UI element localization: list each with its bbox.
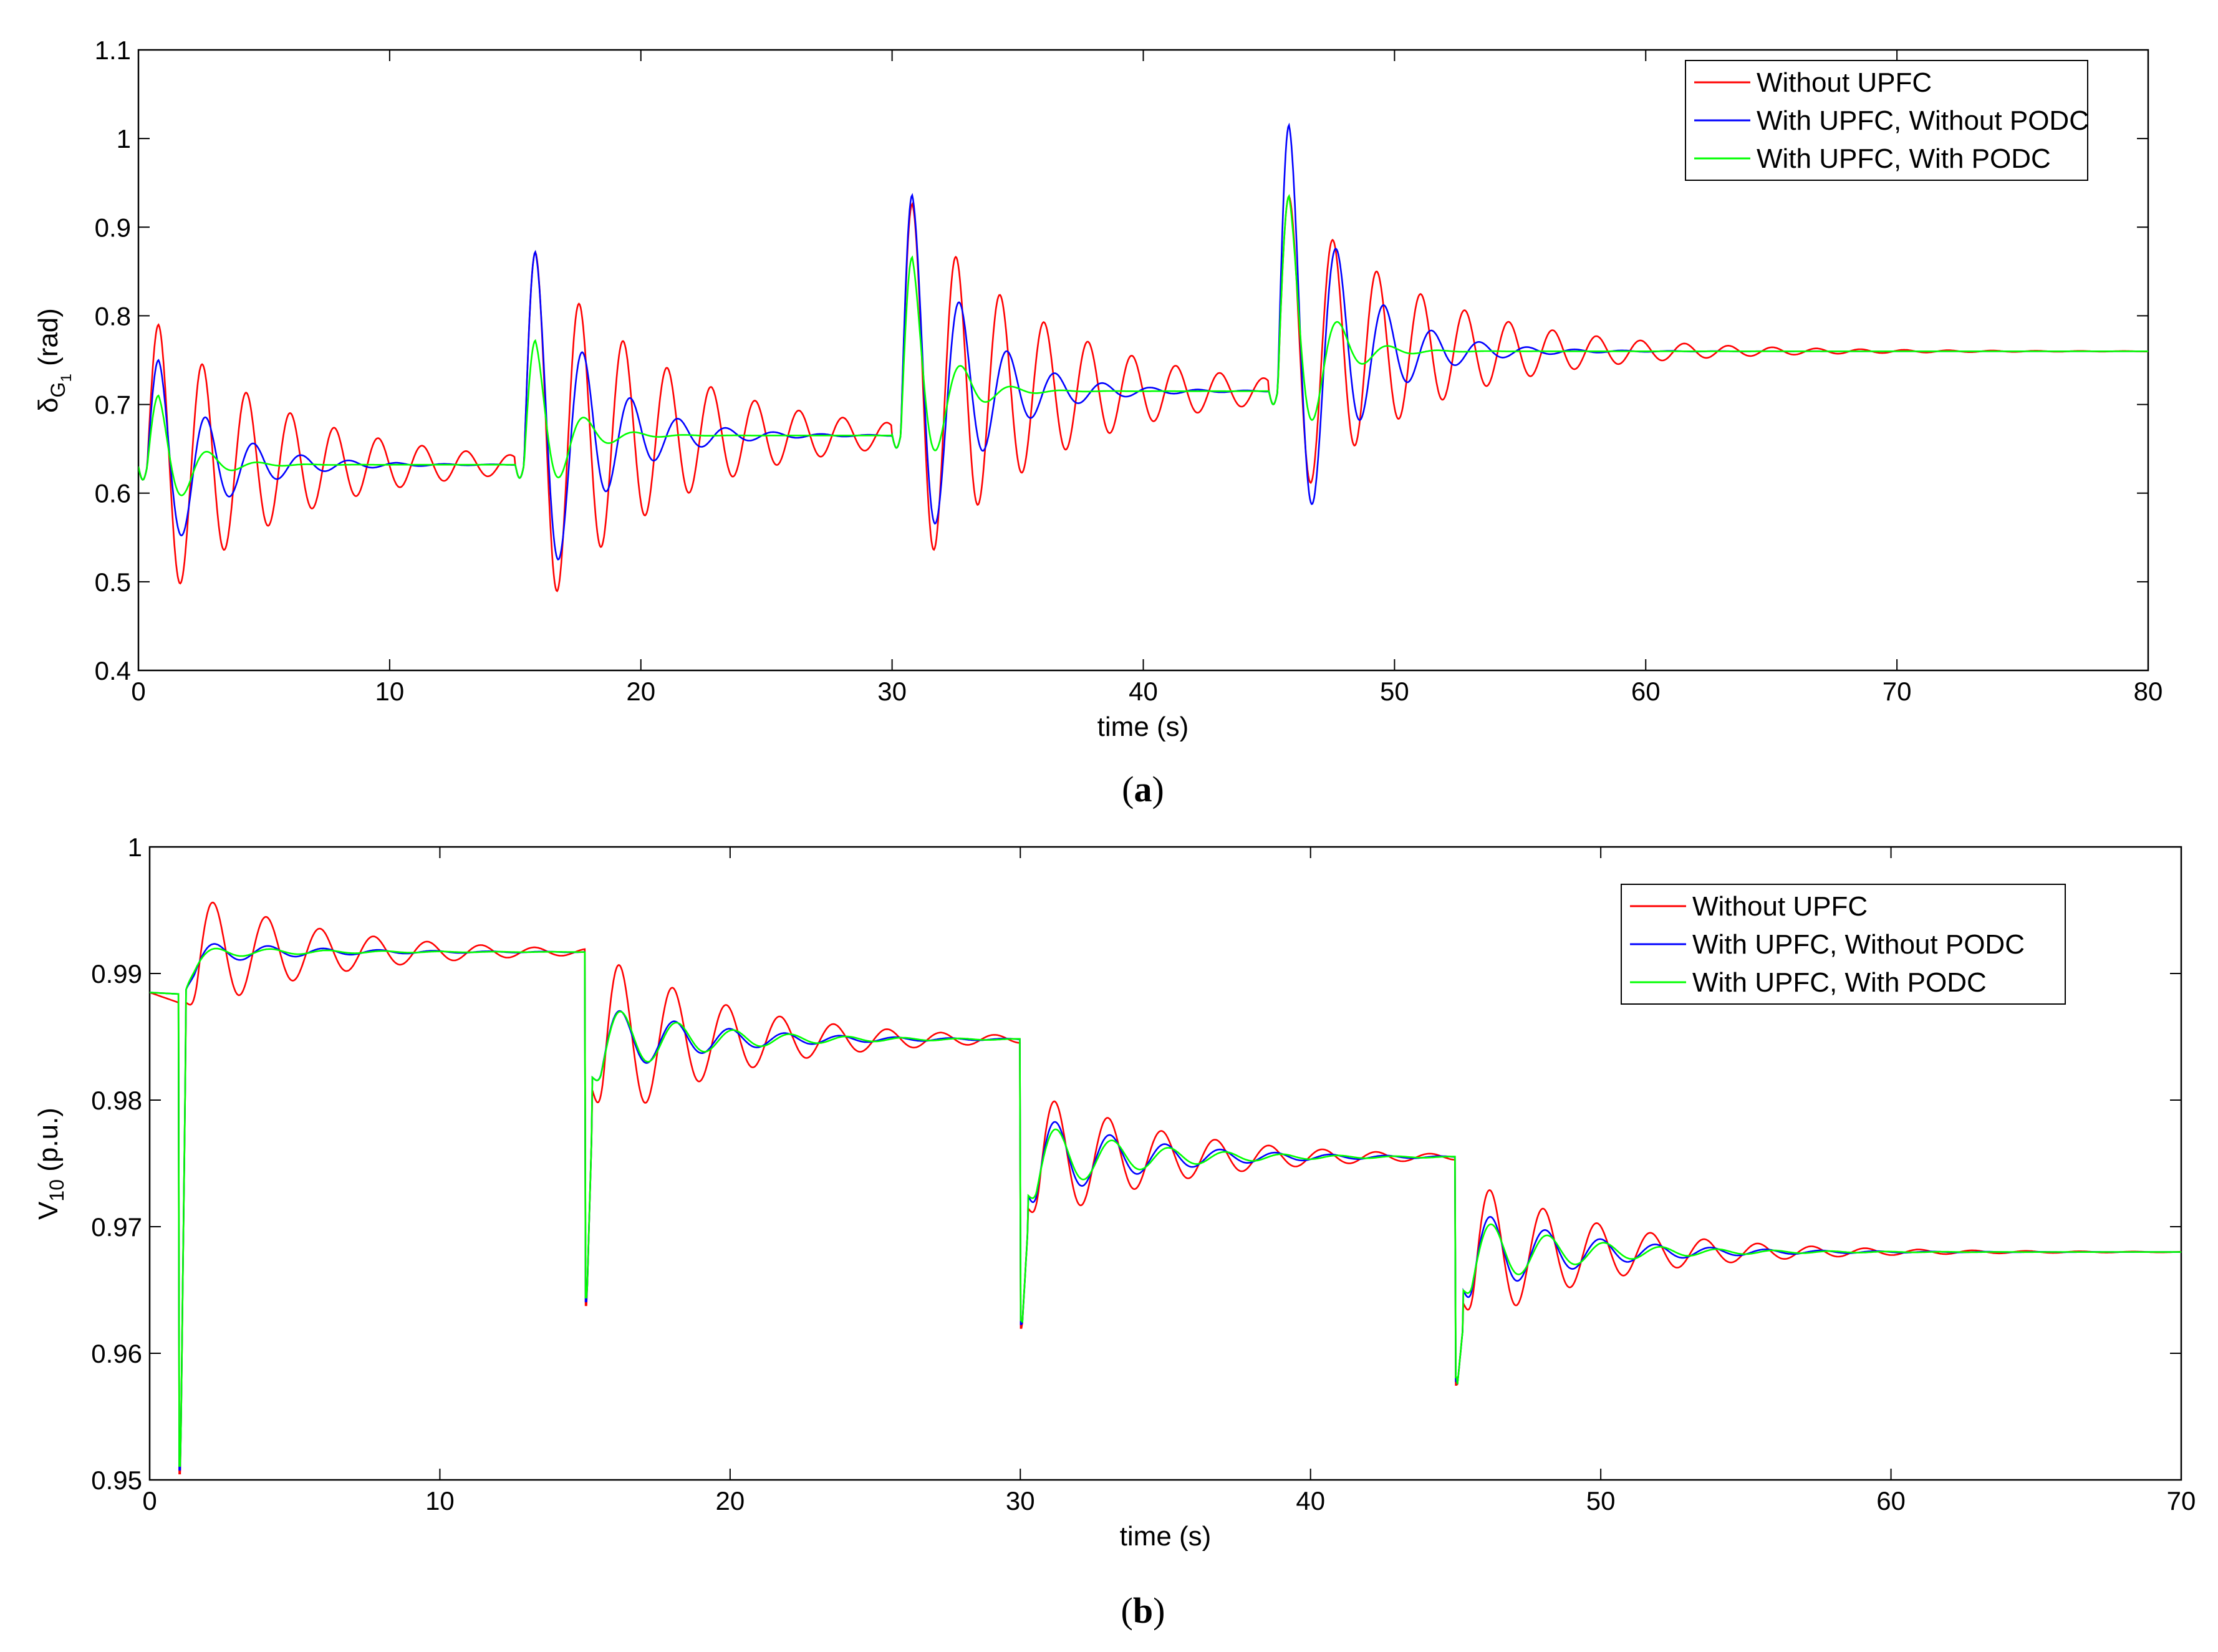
panel-a-y-tick-label: 0.8 xyxy=(95,301,131,331)
panel-a-x-tick-label: 10 xyxy=(375,677,405,706)
panel-b-x-tick-label: 60 xyxy=(1876,1486,1906,1515)
panel-b-x-tick-label: 20 xyxy=(715,1486,745,1515)
panel-a-legend-box xyxy=(1685,60,2088,181)
panel-b-legend-box xyxy=(1621,884,2066,1005)
panel-b-x-tick-label: 70 xyxy=(2167,1486,2196,1515)
panel-b-y-label-sub: 10 xyxy=(46,1179,68,1202)
panel-b-y-tick-label: 0.98 xyxy=(91,1086,142,1115)
panel-a-series-line-3 xyxy=(138,193,2148,496)
panel-a-y-tick-label: 0.5 xyxy=(95,568,131,597)
panel-b-x-tick-label: 10 xyxy=(425,1486,455,1515)
panel-a-legend-label-2: With UPFC, Without PODC xyxy=(1757,105,2089,136)
panel-b-ticks: 0 10 20 30 40 50 60 70 0.95 0.96 0.97 0.98 0.99 1 xyxy=(91,833,2196,1515)
panel-a-x-tick-label: 40 xyxy=(1129,677,1158,706)
panel-a-series-line-1 xyxy=(138,194,2148,592)
panel-a-y-tick-label: 0.6 xyxy=(95,479,131,508)
panel-b-x-tick-label: 50 xyxy=(1586,1486,1616,1515)
panel-a-x-tick-label: 50 xyxy=(1380,677,1409,706)
panel-a-caption-letter: a xyxy=(1134,769,1152,809)
panel-b-x-tick-label: 40 xyxy=(1296,1486,1325,1515)
panel-a-chart: 0 10 20 30 40 50 60 70 800.40.50.60.70.80.911.1 … xyxy=(33,36,2163,809)
panel-a-y-tick-label: 1.1 xyxy=(95,36,131,65)
panel-a-y-label-rest: (rad) xyxy=(33,308,64,374)
panel-a-ticks: 0 10 20 30 40 50 60 70 80 0.4 0.5 0.6 0.7 0.8 0.9 1 1.1 xyxy=(95,36,2163,706)
panel-b-series-line-3 xyxy=(150,947,2181,1467)
panel-b-y-label-rest: (p.u.) xyxy=(33,1108,64,1179)
panel-a-x-axis-label: time (s) xyxy=(1097,712,1189,742)
panel-a-x-tick-label: 70 xyxy=(1883,677,1912,706)
panel-a-y-tick-label: 1 xyxy=(117,124,131,153)
panel-a-y-label-main: δ xyxy=(33,397,64,413)
panel-a-caption: (a) xyxy=(1122,769,1164,809)
panel-b-x-tick-label: 0 xyxy=(142,1486,157,1515)
panel-a-x-tick-label: 20 xyxy=(626,677,655,706)
panel-b-caption: (b) xyxy=(1121,1590,1165,1631)
panel-b-legend-label-2: With UPFC, Without PODC xyxy=(1692,929,2025,960)
panel-a-y-label-sub: G xyxy=(47,382,69,398)
panel-b-y-tick-label: 1 xyxy=(128,833,142,862)
panel-b-x-axis-label: time (s) xyxy=(1120,1521,1212,1552)
panel-a-x-tick-label: 30 xyxy=(877,677,907,706)
panel-a-legend: Without UPFC With UPFC, Without PODC With … xyxy=(1685,60,2089,181)
panel-b-y-tick-label: 0.97 xyxy=(91,1212,142,1242)
panel-a-y-label-subsub: 1 xyxy=(58,374,75,382)
panel-b-x-tick-label: 30 xyxy=(1006,1486,1035,1515)
panel-a-y-tick-label: 0.4 xyxy=(95,656,131,685)
panel-b-y-label-main: V xyxy=(33,1201,64,1220)
panel-a-legend-label-3: With UPFC, With PODC xyxy=(1757,143,2051,174)
panel-b-chart: 0 10 20 30 40 50 60 70 0.95 0.96 0.97 0.98 0.99 1 tim… xyxy=(33,833,2196,1631)
panel-a-y-axis-label: δG1 (rad) xyxy=(33,308,75,413)
panel-a-x-tick-label: 0 xyxy=(131,677,145,706)
panel-b-y-tick-label: 0.96 xyxy=(91,1339,142,1368)
panel-a-y-tick-label: 0.7 xyxy=(95,390,131,420)
panel-b-y-tick-label: 0.99 xyxy=(91,959,142,988)
panel-b-series-lines xyxy=(150,901,2181,1475)
panel-b-caption-letter: b xyxy=(1133,1590,1153,1631)
panel-a-x-tick-label: 60 xyxy=(1631,677,1661,706)
panel-a-legend-label-1: Without UPFC xyxy=(1757,67,1932,98)
panel-b-series-line-1 xyxy=(150,901,2181,1475)
panel-b-legend: Without UPFC With UPFC, Without PODC With … xyxy=(1621,884,2066,1005)
panel-b-y-axis-label: V10 (p.u.) xyxy=(33,1108,68,1220)
panel-a-x-tick-label: 80 xyxy=(2134,677,2163,706)
panel-b-legend-label-3: With UPFC, With PODC xyxy=(1692,967,1987,998)
panel-a-series-lines xyxy=(138,122,2148,592)
panel-b-y-tick-label: 0.95 xyxy=(91,1466,142,1495)
panel-a-y-tick-label: 0.9 xyxy=(95,213,131,242)
panel-b-legend-label-1: Without UPFC xyxy=(1692,891,1868,922)
